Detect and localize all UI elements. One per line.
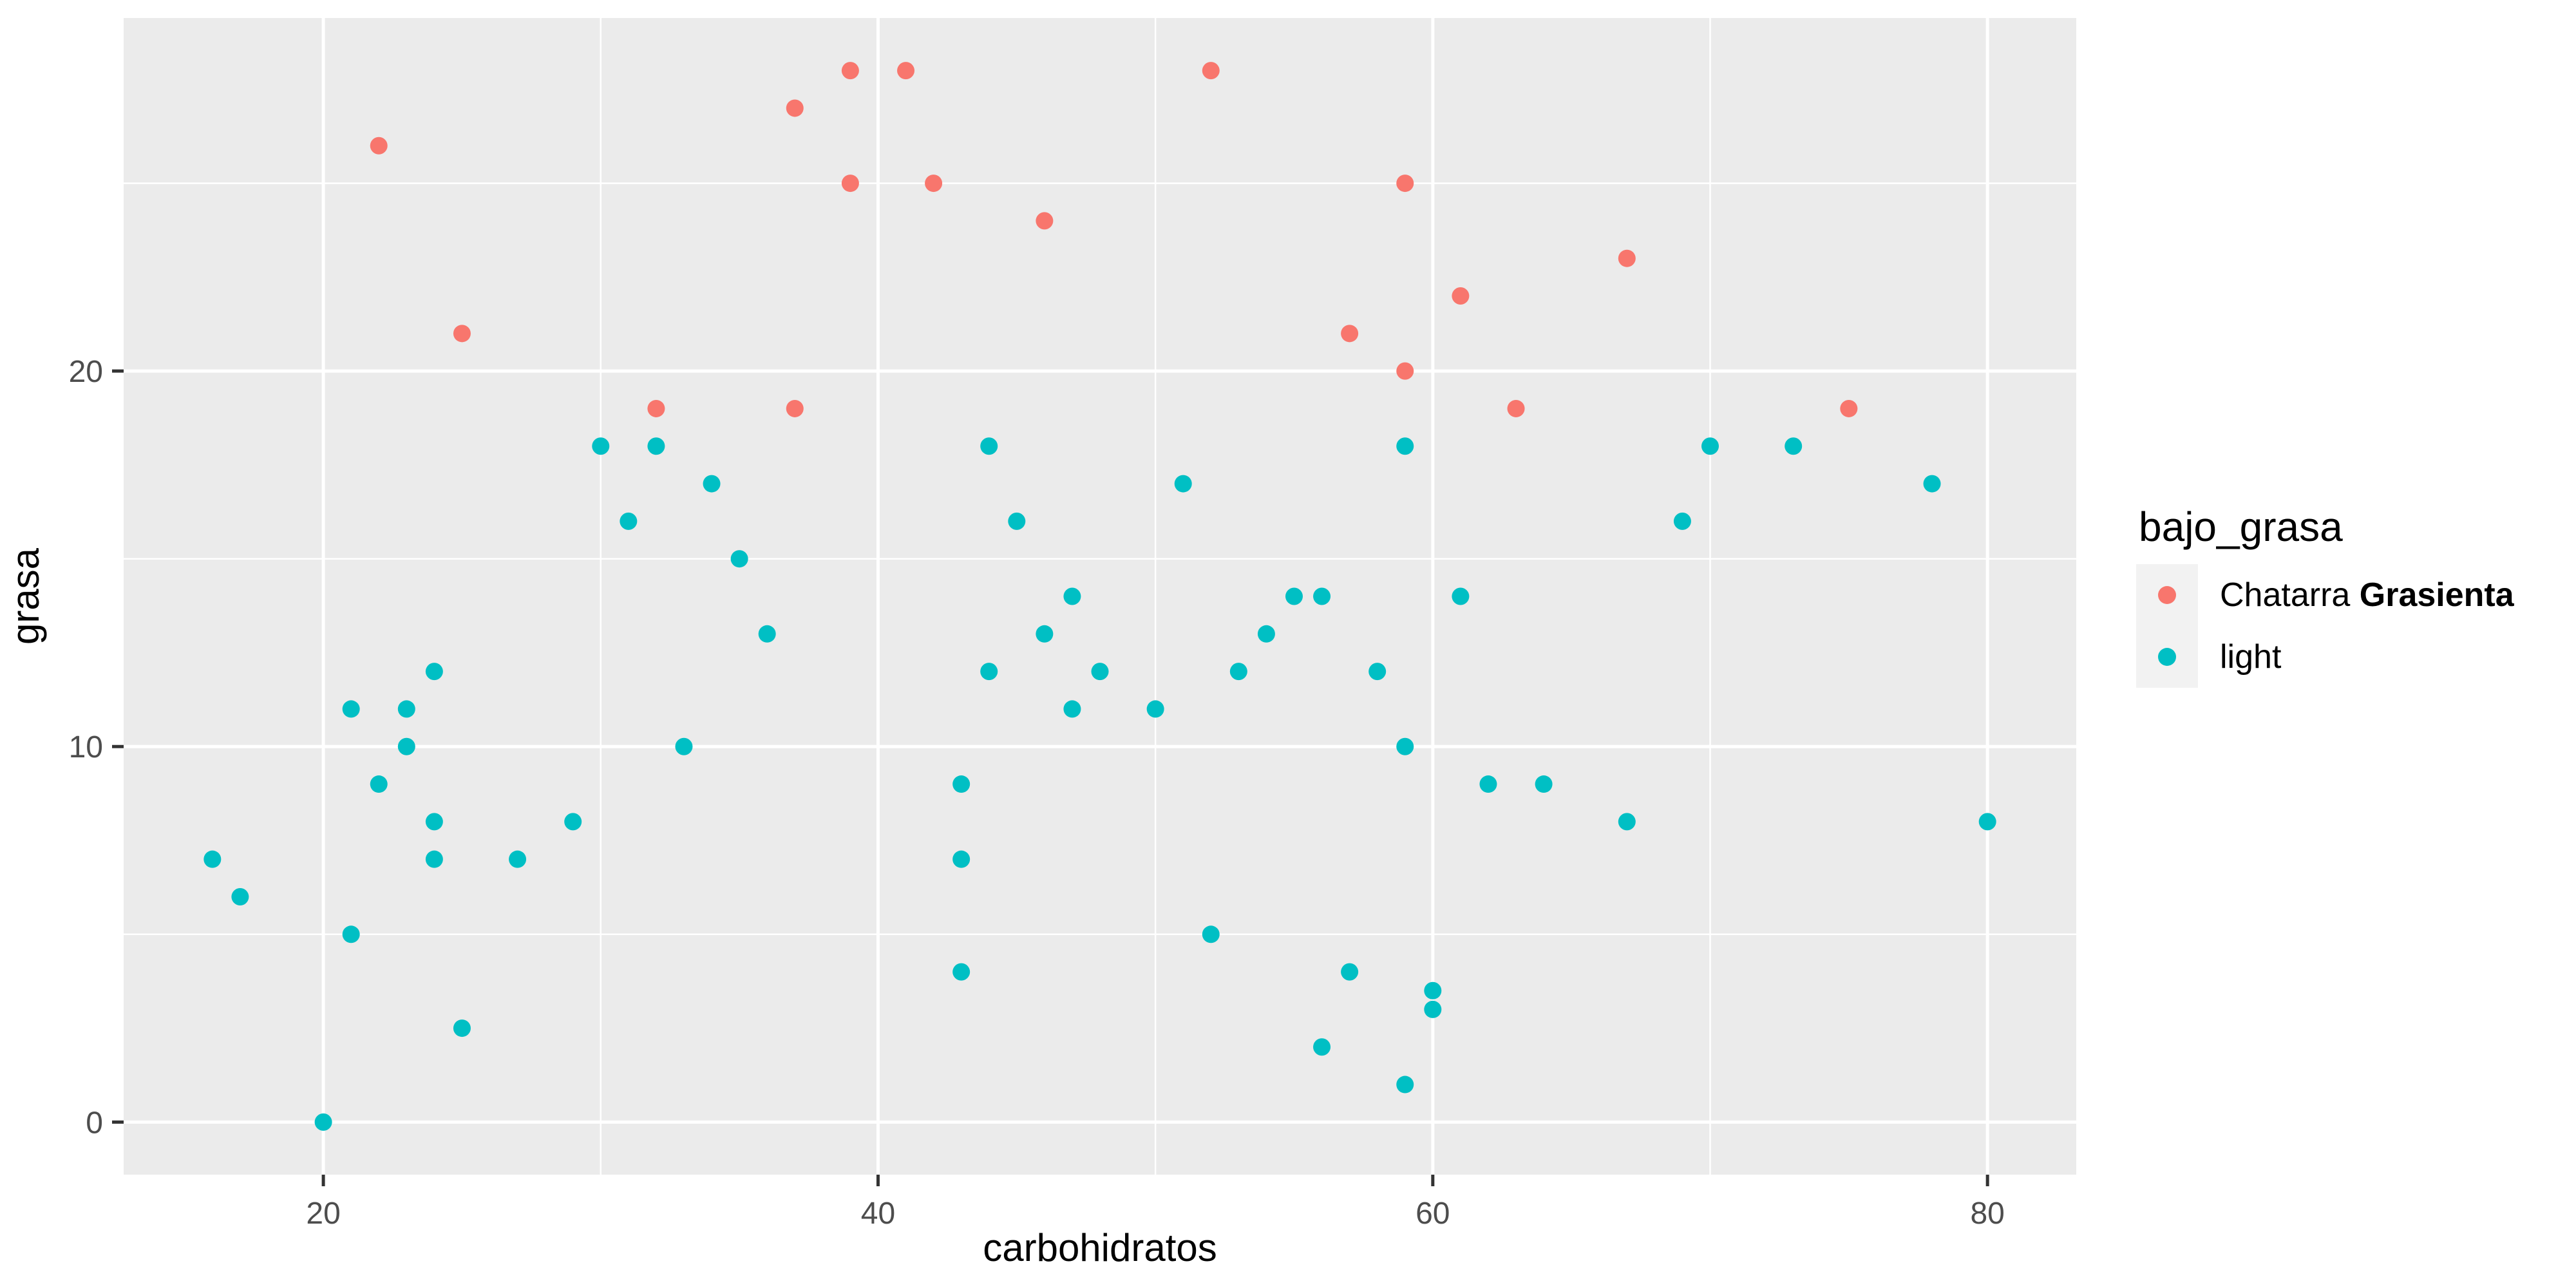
data-point-light <box>1063 700 1081 718</box>
legend-title: bajo_grasa <box>2139 504 2343 550</box>
data-point-light <box>730 550 748 568</box>
data-point-light <box>1368 663 1387 681</box>
data-point-light <box>342 700 360 718</box>
plot-panel <box>124 18 2076 1175</box>
data-point-light <box>1785 437 1803 455</box>
data-point-chatarra-grasienta <box>1341 325 1359 343</box>
y-tick-label: 10 <box>69 730 103 764</box>
legend-label: Chatarra Grasienta <box>2220 576 2514 614</box>
data-point-light <box>620 512 638 530</box>
data-point-chatarra-grasienta <box>647 399 665 417</box>
data-point-light <box>1396 437 1414 455</box>
data-point-chatarra-grasienta <box>786 99 804 117</box>
x-tick-label: 60 <box>1416 1197 1450 1231</box>
legend-label-regular: Chatarra <box>2220 576 2360 614</box>
data-point-light <box>314 1113 332 1131</box>
data-point-light <box>453 1019 471 1037</box>
data-point-light <box>703 475 721 493</box>
data-point-light <box>1424 981 1442 999</box>
data-point-light <box>1452 587 1470 605</box>
data-point-light <box>425 663 443 681</box>
data-point-light <box>1396 737 1414 755</box>
y-tick-label: 0 <box>86 1106 103 1140</box>
data-point-chatarra-grasienta <box>841 62 859 80</box>
data-point-light <box>1063 587 1081 605</box>
legend-key <box>2136 626 2198 688</box>
data-point-light <box>397 700 415 718</box>
data-point-chatarra-grasienta <box>1840 399 1858 417</box>
data-point-light <box>1673 512 1691 530</box>
y-tick-label: 20 <box>69 355 103 389</box>
data-point-light <box>509 850 527 868</box>
data-point-light <box>1257 625 1275 643</box>
data-point-chatarra-grasienta <box>786 399 804 417</box>
data-point-light <box>647 437 665 455</box>
data-point-light <box>204 850 222 868</box>
legend-key <box>2136 564 2198 626</box>
y-axis-title: grasa <box>4 547 47 645</box>
data-point-light <box>1313 587 1331 605</box>
data-point-light <box>1701 437 1719 455</box>
data-point-chatarra-grasienta <box>370 137 388 155</box>
data-point-light <box>952 775 971 793</box>
data-point-light <box>1424 1000 1442 1018</box>
data-point-light <box>1174 475 1192 493</box>
data-point-light <box>675 737 693 755</box>
x-axis-title: carbohidratos <box>983 1226 1217 1269</box>
data-point-chatarra-grasienta <box>1452 287 1470 305</box>
data-point-light <box>1535 775 1553 793</box>
data-point-light <box>1285 587 1303 605</box>
data-point-chatarra-grasienta <box>1036 212 1054 230</box>
x-tick-label: 40 <box>861 1197 895 1231</box>
x-tick-label: 80 <box>1970 1197 2004 1231</box>
data-point-light <box>231 887 249 905</box>
data-point-chatarra-grasienta <box>453 325 471 343</box>
data-point-light <box>952 850 971 868</box>
data-point-light <box>564 813 582 831</box>
data-point-light <box>1091 663 1109 681</box>
data-point-light <box>425 850 443 868</box>
legend-point-icon <box>2158 648 2176 666</box>
legend: bajo_grasa Chatarra Grasienta light <box>2136 506 2574 688</box>
data-point-light <box>1313 1038 1331 1056</box>
data-point-light <box>1008 512 1026 530</box>
legend-label: light <box>2220 638 2281 676</box>
legend-point-icon <box>2158 586 2176 604</box>
legend-entry-chatarra-grasienta: Chatarra Grasienta <box>2136 564 2574 626</box>
data-point-chatarra-grasienta <box>1396 362 1414 380</box>
data-point-chatarra-grasienta <box>1618 249 1636 267</box>
data-point-light <box>980 663 998 681</box>
data-point-chatarra-grasienta <box>925 175 943 193</box>
data-point-light <box>370 775 388 793</box>
data-point-light <box>1341 963 1359 981</box>
data-point-light <box>1396 1075 1414 1094</box>
data-point-chatarra-grasienta <box>1202 62 1220 80</box>
data-point-light <box>1618 813 1636 831</box>
data-point-chatarra-grasienta <box>1396 175 1414 193</box>
data-point-light <box>758 625 776 643</box>
data-point-light <box>397 737 415 755</box>
data-point-light <box>952 963 971 981</box>
legend-entry-light: light <box>2136 626 2574 688</box>
data-point-chatarra-grasienta <box>841 175 859 193</box>
data-point-chatarra-grasienta <box>897 62 915 80</box>
data-point-light <box>1978 813 1996 831</box>
data-point-light <box>1229 663 1247 681</box>
data-point-light <box>1202 925 1220 943</box>
legend-label-bold: Grasienta <box>2359 576 2514 614</box>
data-point-chatarra-grasienta <box>1507 399 1525 417</box>
data-point-light <box>1923 475 1941 493</box>
data-point-light <box>342 925 360 943</box>
data-point-light <box>1479 775 1497 793</box>
data-point-light <box>1146 700 1164 718</box>
data-point-light <box>425 813 443 831</box>
data-point-light <box>1036 625 1054 643</box>
x-tick-label: 20 <box>306 1197 340 1231</box>
legend-label-regular: light <box>2220 638 2282 676</box>
data-point-light <box>592 437 610 455</box>
data-point-light <box>980 437 998 455</box>
